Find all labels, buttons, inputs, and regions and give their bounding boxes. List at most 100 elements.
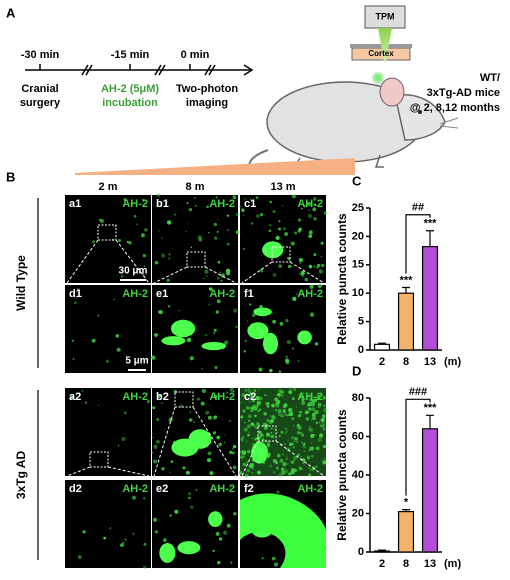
micrograph-tile: e2 AH-2 bbox=[152, 480, 238, 568]
stain-dot bbox=[218, 537, 223, 541]
stain-dot bbox=[229, 387, 234, 392]
panel-label: D bbox=[352, 363, 361, 378]
stain-label: AH-2 bbox=[122, 198, 148, 210]
stain-dot bbox=[262, 422, 267, 427]
stain-dot bbox=[320, 255, 323, 258]
stain-dot bbox=[173, 213, 176, 216]
zoom-line bbox=[241, 440, 259, 477]
stain-dot bbox=[289, 442, 293, 446]
stain-dot bbox=[63, 274, 67, 278]
step-label: incubation bbox=[102, 97, 158, 109]
tile-label: c1 bbox=[244, 198, 256, 210]
row-label: Wild Type bbox=[14, 255, 28, 311]
stain-dot bbox=[312, 398, 317, 403]
stain-label: AH-2 bbox=[209, 198, 235, 210]
stain-dot bbox=[235, 325, 238, 328]
y-tick-label: 25 bbox=[352, 202, 364, 214]
stain-dot bbox=[311, 454, 314, 458]
stain-dot bbox=[185, 470, 190, 475]
tile-label: b2 bbox=[156, 391, 169, 403]
stain-dot bbox=[269, 200, 272, 204]
tile-label: c2 bbox=[244, 391, 256, 403]
x-tick-label: 8 bbox=[403, 356, 409, 368]
stain-dot bbox=[215, 531, 220, 536]
stain-dot bbox=[318, 269, 324, 274]
stain-dot bbox=[304, 459, 306, 461]
stain-dot bbox=[186, 222, 189, 224]
stain-dot bbox=[304, 277, 309, 282]
stain-dot bbox=[282, 449, 284, 451]
stain-dot bbox=[298, 257, 304, 263]
error-bar bbox=[402, 509, 410, 512]
tile-label: f2 bbox=[244, 483, 254, 495]
x-unit-label: (m) bbox=[444, 558, 461, 570]
stain-dot bbox=[260, 433, 264, 438]
stain-dot bbox=[320, 241, 324, 245]
stain-dot bbox=[98, 218, 102, 222]
stain-dot bbox=[132, 532, 135, 535]
stain-dot bbox=[275, 235, 280, 240]
stain-dot bbox=[252, 423, 255, 427]
stain-dot bbox=[169, 471, 171, 473]
stain-dot bbox=[115, 334, 120, 338]
stain-dot bbox=[153, 459, 158, 464]
stain-dot bbox=[167, 433, 169, 436]
stain-dot bbox=[143, 497, 146, 500]
stain-dot bbox=[289, 386, 292, 390]
stain-dot bbox=[196, 397, 200, 401]
stain-dot bbox=[308, 466, 311, 469]
stain-dot bbox=[310, 433, 315, 438]
stain-dot bbox=[200, 367, 204, 370]
stain-dot bbox=[97, 404, 100, 406]
stain-dot bbox=[258, 367, 263, 372]
stain-dot bbox=[254, 425, 258, 429]
stain-dot bbox=[317, 437, 322, 442]
stain-dot bbox=[308, 449, 311, 452]
stain-dot bbox=[292, 424, 295, 427]
stain-dot bbox=[254, 414, 257, 418]
stain-blob bbox=[177, 541, 201, 555]
stain-dot bbox=[224, 340, 229, 345]
stain-dot bbox=[295, 440, 299, 443]
time-label: -30 min bbox=[21, 49, 60, 61]
stain-dot bbox=[252, 424, 256, 428]
stain-dot bbox=[288, 407, 293, 413]
stain-dot bbox=[315, 446, 319, 450]
zoom-line bbox=[107, 466, 150, 477]
stain-dot bbox=[247, 414, 252, 419]
error-bar bbox=[402, 286, 410, 294]
stain-dot bbox=[157, 310, 161, 314]
stain-dot bbox=[217, 260, 221, 264]
stain-dot bbox=[277, 392, 282, 397]
y-axis-label: Relative puncta counts bbox=[335, 213, 349, 345]
stain-dot bbox=[318, 433, 324, 438]
stain-dot bbox=[259, 213, 264, 217]
zoom-box bbox=[257, 425, 277, 442]
stain-dot bbox=[264, 394, 267, 397]
stain-dot bbox=[248, 415, 251, 418]
tile-label: e1 bbox=[156, 288, 168, 300]
stain-dot bbox=[313, 217, 317, 221]
stain-label: AH-2 bbox=[297, 391, 323, 403]
stain-dot bbox=[307, 473, 312, 477]
stain-dot bbox=[240, 415, 244, 419]
stain-dot bbox=[293, 440, 296, 443]
stain-dot bbox=[206, 205, 209, 209]
stain-dot bbox=[258, 430, 262, 435]
stain-dot bbox=[207, 415, 212, 420]
bar bbox=[373, 550, 391, 553]
stain-dot bbox=[324, 462, 326, 464]
stain-dot bbox=[274, 408, 278, 412]
stain-dot bbox=[300, 441, 304, 444]
error-bar bbox=[378, 549, 386, 552]
stain-dot bbox=[297, 431, 301, 435]
micrograph-tile: f1 AH-2 bbox=[240, 283, 326, 373]
stain-dot bbox=[212, 549, 215, 552]
stain-dot bbox=[311, 402, 316, 407]
stain-dot bbox=[261, 557, 264, 560]
stain-dot bbox=[251, 472, 254, 474]
stain-dot bbox=[276, 466, 279, 470]
bar bbox=[421, 246, 439, 351]
stain-dot bbox=[248, 431, 250, 433]
stain-dot bbox=[291, 397, 295, 400]
